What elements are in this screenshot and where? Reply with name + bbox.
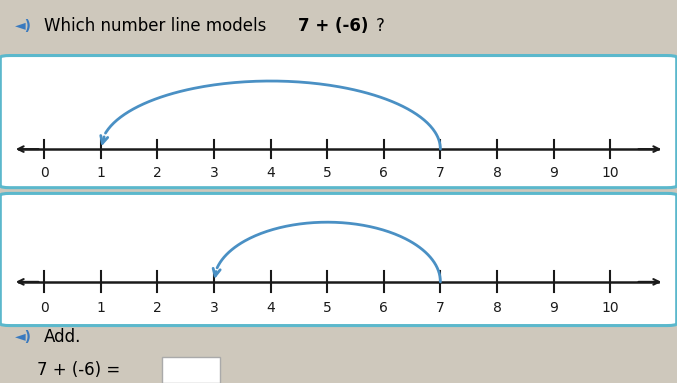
- Text: 4: 4: [266, 301, 275, 315]
- Text: 7: 7: [436, 301, 445, 315]
- Text: 1: 1: [96, 166, 105, 180]
- Text: Which number line models: Which number line models: [44, 17, 271, 35]
- Text: 8: 8: [493, 166, 502, 180]
- Text: 10: 10: [601, 166, 619, 180]
- Text: 1: 1: [96, 301, 105, 315]
- FancyBboxPatch shape: [0, 56, 677, 188]
- Text: 7: 7: [436, 166, 445, 180]
- Text: 6: 6: [379, 301, 388, 315]
- Text: Add.: Add.: [44, 328, 81, 346]
- Text: 5: 5: [323, 301, 332, 315]
- Text: 2: 2: [153, 301, 162, 315]
- Text: ?: ?: [376, 17, 385, 35]
- Text: ◄): ◄): [15, 19, 32, 33]
- FancyBboxPatch shape: [162, 357, 220, 383]
- Text: 7 + (-6): 7 + (-6): [298, 17, 368, 35]
- Text: 9: 9: [549, 301, 558, 315]
- Text: ◄): ◄): [15, 330, 32, 344]
- Text: 3: 3: [210, 166, 218, 180]
- Text: 2: 2: [153, 166, 162, 180]
- Text: 0: 0: [40, 301, 49, 315]
- Text: 10: 10: [601, 301, 619, 315]
- Text: 4: 4: [266, 166, 275, 180]
- Text: 9: 9: [549, 166, 558, 180]
- Text: 6: 6: [379, 166, 388, 180]
- Text: 3: 3: [210, 301, 218, 315]
- FancyBboxPatch shape: [0, 193, 677, 326]
- Text: 7 + (-6) =: 7 + (-6) =: [37, 361, 126, 379]
- Text: 0: 0: [40, 166, 49, 180]
- Text: 5: 5: [323, 166, 332, 180]
- Text: 8: 8: [493, 301, 502, 315]
